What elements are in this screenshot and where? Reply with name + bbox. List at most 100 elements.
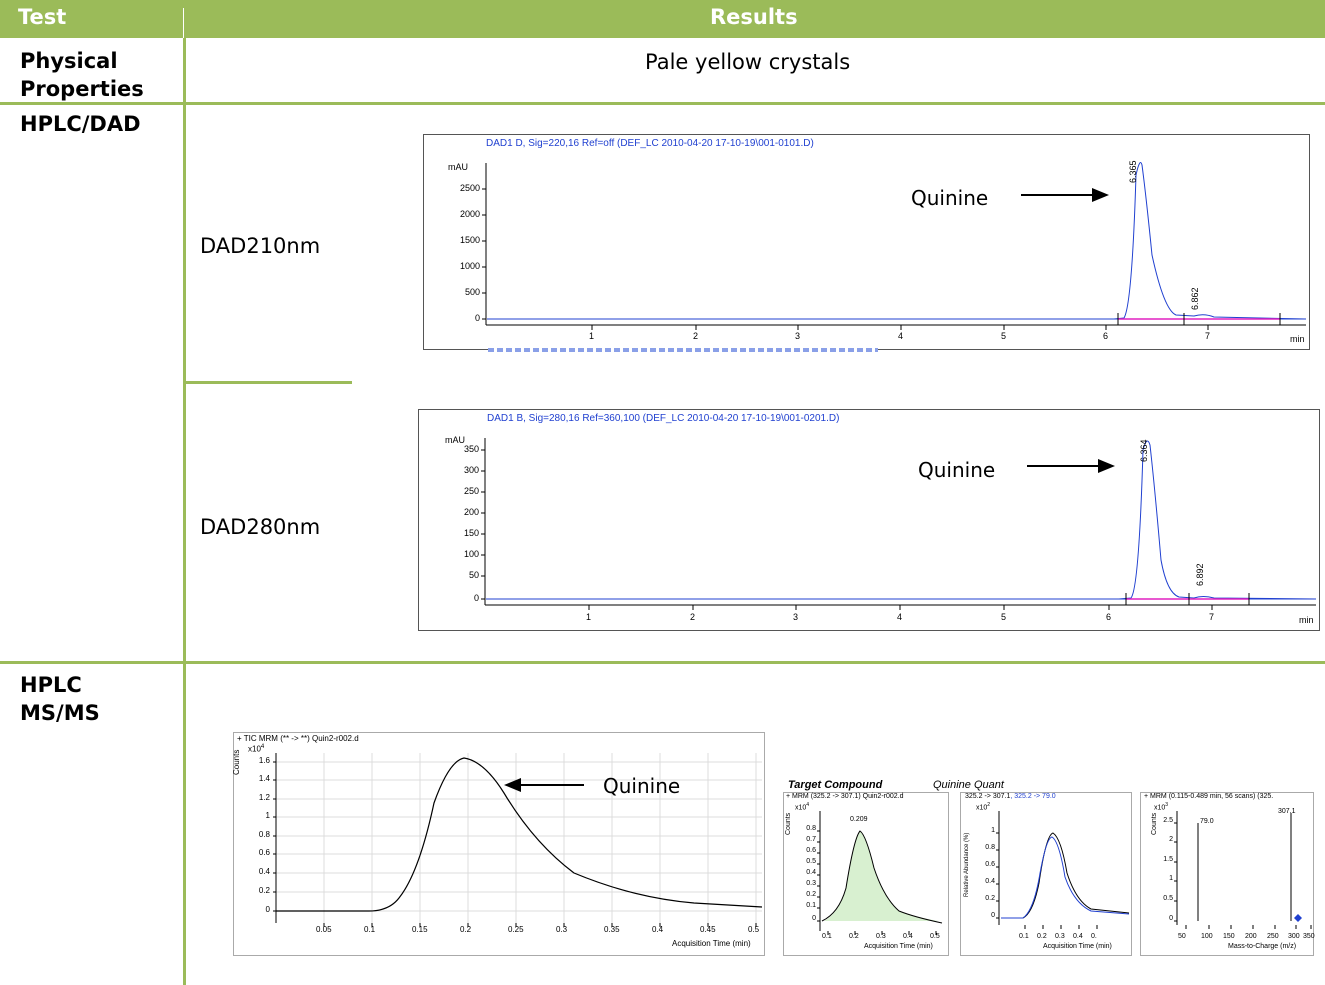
dad210-x-tick: 3 [795,331,801,341]
tic-y-tick: 1.4 [258,774,270,783]
p1-x-tick: 0.1 [822,933,832,940]
header-divider [183,8,184,38]
p3-x-tick: 350 [1303,933,1315,940]
row-label-hplc-dad: HPLC/DAD [20,112,141,136]
p3-title: + MRM (0.115-0.489 min, 56 scans) (325. [1144,793,1274,800]
dad210-peak1-label: 6.365 [1128,160,1138,183]
row-divider [0,661,1325,664]
tic-x-tick: 0.3 [556,925,568,934]
p1-y-tick: 0.4 [806,869,816,876]
dad210-x-tick: 2 [693,331,699,341]
physical-value: Pale yellow crystals [645,50,851,74]
dad210-y-tick: 0 [474,313,480,323]
p1-y-tick: 0.5 [806,858,816,865]
tic-y-tick: 0.8 [258,830,270,839]
dad280-x-tick: 5 [1001,612,1007,622]
p3-x-tick: 50 [1178,933,1186,940]
tic-x-tick: 0.15 [412,925,428,934]
dad210-annotation: Quinine [911,186,989,210]
dad210-x-tick: 6 [1103,331,1109,341]
p3-x-tick: 150 [1223,933,1235,940]
dad280-x-tick: 1 [586,612,592,622]
p2-xlabel: Acquisition Time (min) [1043,943,1112,950]
dad280-trace [486,440,1317,600]
p3-x-tick: 200 [1245,933,1257,940]
p1-y-tick: 0.6 [806,847,816,854]
tic-x-tick: 0.1 [364,925,376,934]
col-header-results: Results [710,5,798,29]
tic-title: + TIC MRM (** -> **) Quin2-r002.d [237,734,359,743]
tic-grid [273,753,762,927]
tic-y-tick: 1 [265,811,270,820]
p3-y-tick: 0.5 [1163,895,1173,902]
p2-exp: x102 [976,802,991,812]
p1-y-tick: 0 [812,915,816,922]
dad280-y-tick: 50 [468,570,479,580]
p1-exp: x104 [795,802,810,812]
dad280-x-tick: 2 [690,612,696,622]
p3-y-tick: 1.5 [1163,856,1173,863]
p3-y-tick: 1 [1169,875,1173,882]
target-p1-chart: + MRM (325.2 -> 307.1) Quin2-r002.d x104… [783,792,949,956]
p2-y-tick: 0.4 [985,878,995,885]
p1-x-tick: 0.2 [849,933,859,940]
p3-peak1: 79.0 [1200,818,1214,825]
p2-x-tick: 0. [1091,933,1097,940]
p3-x-tick: 300 [1288,933,1300,940]
p2-grid [996,811,1098,929]
dad280-y-tick: 150 [463,528,479,538]
dad280-y-tick: 250 [463,486,479,496]
dad210-x-tick: 5 [1001,331,1007,341]
p2-trace-b [1001,836,1130,919]
p3-peak2: 307.1 [1278,808,1296,815]
p1-fill [824,831,939,921]
dad210-label: DAD210nm [200,234,321,258]
p1-x-tick: 0.3 [876,933,886,940]
sub-row-divider [186,381,352,384]
tic-y-tick: 0.6 [258,848,270,857]
tic-y-tick: 0.2 [258,886,270,895]
dad210-clip-ghost [488,348,878,352]
p2-y-tick: 0.6 [985,861,995,868]
tic-x-tick: 0.35 [604,925,620,934]
p1-x-tick: 0.5 [930,933,940,940]
p2-x-tick: 0.4 [1073,933,1083,940]
p1-y-tick: 0.3 [806,880,816,887]
p1-y-tick: 0.2 [806,891,816,898]
dad280-y-tick: 300 [463,465,479,475]
p1-peak: 0.209 [850,816,868,823]
p3-y-tick: 2.5 [1163,817,1173,824]
p1-plot [817,811,943,935]
dad280-xunit: min [1299,615,1314,625]
dad280-x-tick: 7 [1209,612,1215,622]
dad280-y-tick: 100 [463,549,479,559]
dad210-title: DAD1 D, Sig=220,16 Ref=off (DEF_LC 2010-… [486,138,814,149]
p2-plot [996,811,1130,929]
target-p2-chart: 325.2 -> 307.1, 325.2 -> 79.0 x102 Relat… [960,792,1132,956]
p2-x-tick: 0.1 [1019,933,1029,940]
target-p3-chart: + MRM (0.115-0.489 min, 56 scans) (325. … [1140,792,1315,956]
tic-chart: + TIC MRM (** -> **) Quin2-r002.d Counts… [232,732,765,956]
dad210-xunit: min [1290,334,1305,344]
tic-y-tick: 0.4 [258,867,270,876]
dad280-axes [481,438,1316,610]
p3-marker [1294,914,1302,922]
p3-x-tick: 250 [1267,933,1279,940]
p3-grid [1174,811,1312,929]
p2-x-tick: 0.3 [1055,933,1065,940]
p3-exp: x103 [1154,802,1169,812]
dad210-y-tick: 1500 [459,235,480,245]
tic-x-tick: 0.4 [652,925,664,934]
dad210-chart: DAD1 D, Sig=220,16 Ref=off (DEF_LC 2010-… [423,134,1310,350]
tic-trace [276,757,763,912]
p2-x-tick: 0.2 [1037,933,1047,940]
tic-xlabel: Acquisition Time (min) [672,939,751,948]
p1-x-tick: 0.4 [903,933,913,940]
tic-x-tick: 0.5 [748,925,760,934]
dad280-peak2-label: 6.892 [1195,563,1205,586]
p3-plot [1174,811,1312,929]
dad280-arrow [1027,459,1115,473]
tic-plot [273,753,763,927]
tic-x-tick: 0.45 [700,925,716,934]
dad210-ylabel: mAU [448,162,468,172]
